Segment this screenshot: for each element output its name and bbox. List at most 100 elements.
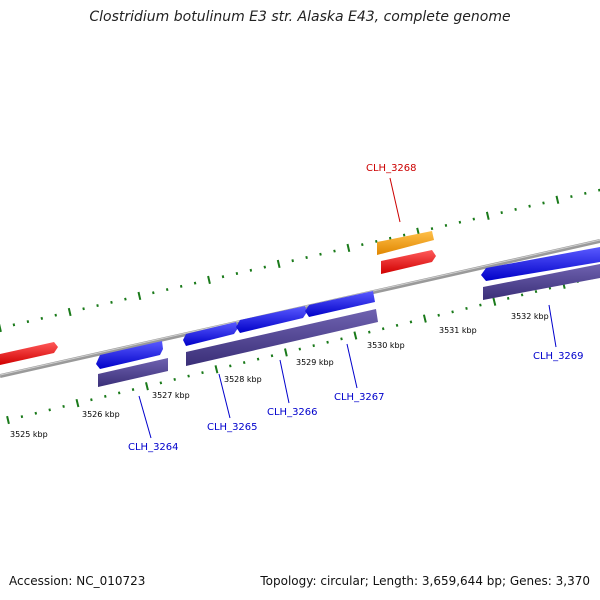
- upper-track-tick: [291, 259, 294, 263]
- upper-track-tick: [598, 188, 600, 192]
- upper-track-tick: [137, 291, 142, 301]
- upper-track-tick: [472, 217, 476, 221]
- upper-track-tick: [54, 313, 57, 317]
- upper-track-tick: [276, 259, 281, 269]
- lower-track-tick: [409, 320, 413, 324]
- upper-track-tick: [555, 195, 560, 204]
- lower-track-tick: [187, 374, 190, 378]
- lower-track-tick: [492, 297, 497, 306]
- scale-label: 3530 kbp: [367, 341, 405, 350]
- cds-3269-forward[interactable]: [481, 247, 600, 281]
- lower-track-tick: [256, 357, 260, 361]
- scale-label: 3529 kbp: [296, 358, 334, 367]
- upper-track-tick: [361, 243, 364, 247]
- gene-label-layer: CLH_3264 CLH_3265 CLH_3266 CLH_3267 CLH_…: [128, 163, 584, 453]
- upper-track-tick: [179, 284, 183, 288]
- cds-3267-forward[interactable]: [305, 291, 375, 317]
- genome-stats: Topology: circular; Length: 3,659,644 bp…: [260, 574, 590, 588]
- gene-label-3266[interactable]: CLH_3266: [267, 407, 318, 418]
- scale-label: 3527 kbp: [152, 391, 190, 400]
- lower-track-tick: [159, 381, 163, 385]
- cds-3268-red[interactable]: [381, 250, 436, 274]
- upper-track-tick: [12, 323, 16, 327]
- cds-3269-shadow[interactable]: [483, 264, 600, 300]
- upper-track-tick: [67, 307, 72, 317]
- upper-track-tick: [444, 224, 448, 227]
- lower-track-tick: [131, 388, 135, 392]
- upper-track-tick: [402, 233, 406, 237]
- cds-3264-forward[interactable]: [96, 341, 163, 369]
- upper-track-tick: [193, 281, 197, 285]
- lower-track-tick: [20, 415, 24, 419]
- feature-layer: [0, 231, 600, 387]
- lower-track-tick: [145, 382, 149, 391]
- gene-label-3268[interactable]: CLH_3268: [366, 163, 417, 174]
- red-feature-left[interactable]: [0, 342, 58, 365]
- upper-track-tick: [458, 220, 462, 224]
- upper-track-tick: [514, 207, 517, 211]
- lower-tick-track: [6, 276, 593, 425]
- upper-track-tick: [542, 201, 545, 205]
- lower-track-tick: [451, 310, 454, 314]
- upper-track-tick: [26, 320, 30, 324]
- lower-track-tick: [242, 361, 246, 365]
- lower-track-tick: [312, 344, 315, 348]
- lower-track-tick: [104, 394, 107, 398]
- lower-track-tick: [368, 330, 371, 334]
- leader-3267: [346, 343, 358, 389]
- lower-track-tick: [422, 314, 427, 323]
- map-title: Clostridium botulinum E3 str. Alaska E43…: [89, 9, 511, 25]
- scale-label: 3532 kbp: [511, 312, 549, 321]
- cds-3266-forward[interactable]: [236, 306, 307, 333]
- gene-label-leaders: [138, 177, 557, 439]
- gene-label-3265[interactable]: CLH_3265: [207, 422, 258, 433]
- scale-label: 3525 kbp: [10, 430, 48, 439]
- leader-3264: [138, 395, 152, 439]
- cds-3264-shadow[interactable]: [98, 358, 168, 387]
- lower-track-tick: [506, 296, 510, 300]
- lower-track-tick: [520, 293, 524, 297]
- lower-track-tick: [6, 415, 10, 425]
- lower-track-tick: [75, 398, 80, 408]
- gene-label-3267[interactable]: CLH_3267: [334, 392, 385, 403]
- upper-tick-track: [0, 188, 600, 333]
- scale-label: 3528 kbp: [224, 375, 262, 384]
- upper-track-tick: [40, 316, 44, 320]
- gene-label-3264[interactable]: CLH_3264: [128, 442, 179, 453]
- cds-3265-forward[interactable]: [183, 322, 238, 346]
- lower-track-tick: [117, 391, 121, 395]
- lower-track-tick: [284, 348, 288, 357]
- upper-track-tick: [110, 300, 113, 304]
- upper-track-tick: [207, 275, 211, 285]
- lower-track-tick: [534, 290, 538, 294]
- lower-track-tick: [465, 306, 468, 310]
- upper-track-tick: [333, 249, 336, 253]
- upper-track-tick: [263, 265, 267, 269]
- upper-track-tick: [500, 211, 503, 215]
- scale-label: 3531 kbp: [439, 326, 477, 335]
- leader-3268: [389, 177, 401, 223]
- leader-3265: [218, 373, 231, 419]
- lower-track-tick: [340, 337, 343, 341]
- gene-label-3269[interactable]: CLH_3269: [533, 351, 584, 362]
- upper-track-tick: [82, 307, 85, 311]
- cds-3268-orange[interactable]: [377, 231, 434, 255]
- upper-track-tick: [305, 255, 308, 260]
- upper-track-tick: [528, 204, 531, 208]
- lower-track-tick: [353, 331, 358, 340]
- lower-track-tick: [479, 303, 482, 307]
- leader-3266: [279, 359, 290, 404]
- upper-track-tick: [165, 288, 169, 292]
- cds-3265-3267-shadow[interactable]: [186, 309, 378, 366]
- upper-track-tick: [570, 195, 573, 199]
- scale-label: 3526 kbp: [82, 410, 120, 419]
- upper-track-tick: [346, 243, 351, 253]
- lower-track-tick: [298, 347, 302, 351]
- lower-track-tick: [62, 404, 65, 408]
- upper-track-tick: [485, 211, 490, 220]
- lower-track-tick: [229, 364, 232, 368]
- lower-track-tick: [173, 377, 176, 381]
- upper-track-tick: [124, 297, 127, 301]
- lower-track-tick: [437, 313, 440, 317]
